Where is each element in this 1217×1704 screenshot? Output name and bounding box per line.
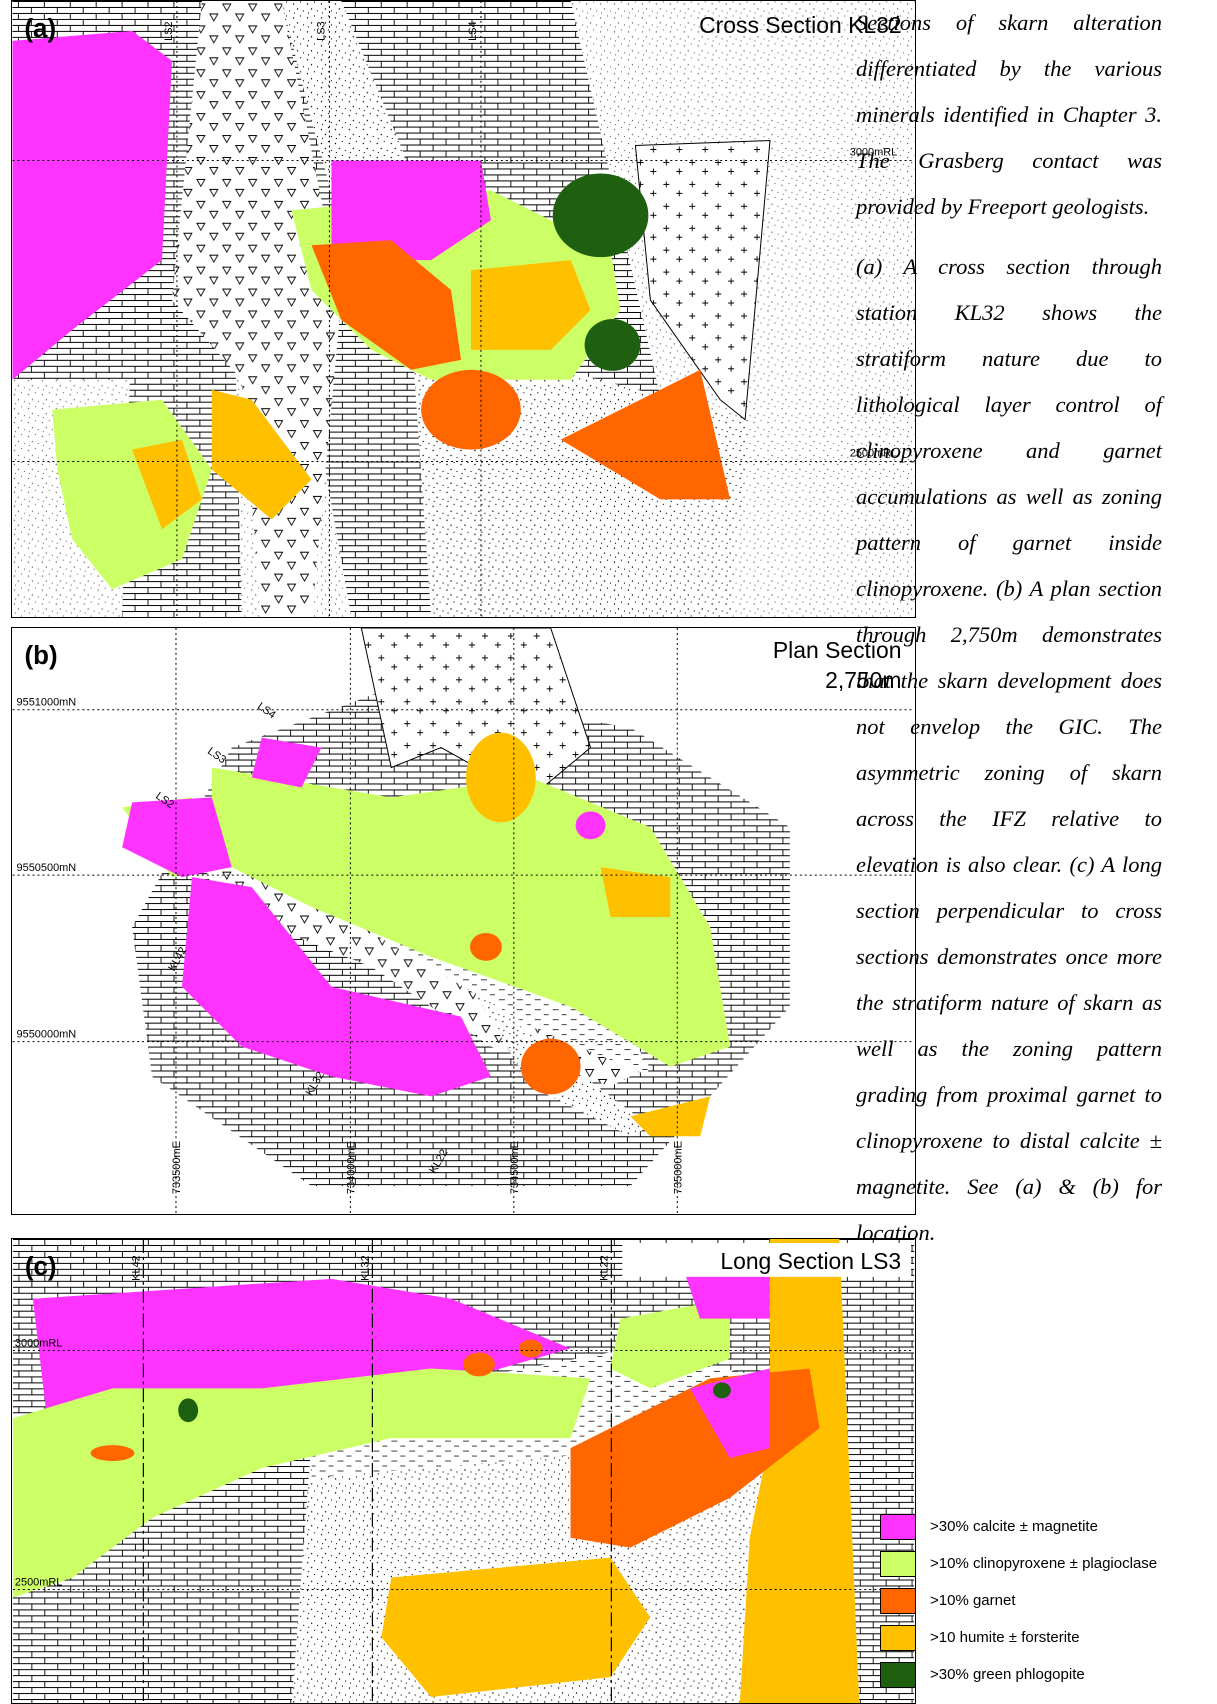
easting-label: 734000mE	[345, 1141, 357, 1194]
skarn-humite	[381, 1558, 650, 1697]
skarn-phlogopite	[713, 1382, 731, 1398]
panel-a: (a) Cross Section KL32 LS2 LS3 LS4 3000m…	[11, 0, 916, 618]
northing-label: 9550500mN	[17, 862, 77, 874]
skarn-phlogopite	[178, 1398, 198, 1422]
section-label: LS3	[315, 21, 327, 41]
skarn-garnet	[91, 1445, 135, 1461]
section-label: KL32	[359, 1255, 371, 1281]
section-label: LS2	[163, 21, 175, 41]
legend-entry: >10 humite ± forsterite	[880, 1619, 1217, 1656]
legend-label: >30% calcite ± magnetite	[930, 1518, 1098, 1535]
legend: >30% calcite ± magnetite >10% clinopyroxe…	[880, 1508, 1217, 1693]
legend-swatch	[880, 1551, 916, 1577]
easting-label: 734500mE	[509, 1141, 521, 1194]
section-label: KL42	[130, 1255, 142, 1281]
skarn-phlogopite	[585, 319, 641, 371]
caption: Sections of skarn alteration differentia…	[856, 0, 1162, 1270]
skarn-garnet	[521, 1039, 581, 1095]
panel-label: (a)	[24, 15, 56, 43]
panel-b: (b) Plan Section 2,750m 9551000mN 955050…	[11, 627, 916, 1215]
northing-label: 9551000mN	[17, 697, 77, 709]
caption-paragraph: (a) A cross section through station KL32…	[856, 244, 1162, 1256]
elevation-label: 3000mRL	[15, 1338, 62, 1350]
elevation-label: 2500mRL	[15, 1577, 62, 1589]
skarn-garnet	[519, 1340, 543, 1358]
legend-label: >10% garnet	[930, 1592, 1015, 1609]
legend-label: >30% green phlogopite	[930, 1666, 1085, 1683]
legend-swatch	[880, 1514, 916, 1540]
legend-swatch	[880, 1625, 916, 1651]
legend-swatch	[880, 1588, 916, 1614]
legend-entry: >10% clinopyroxene ± plagioclase	[880, 1545, 1217, 1582]
legend-entry: >30% green phlogopite	[880, 1656, 1217, 1693]
legend-entry: >30% calcite ± magnetite	[880, 1508, 1217, 1545]
panel-label: (c)	[25, 1253, 57, 1281]
page: (a) Cross Section KL32 LS2 LS3 LS4 3000m…	[0, 0, 1217, 1704]
skarn-phlogopite	[553, 173, 649, 257]
legend-label: >10% clinopyroxene ± plagioclase	[930, 1555, 1157, 1572]
legend-entry: >10% garnet	[880, 1582, 1217, 1619]
section-label: KL22	[598, 1255, 610, 1281]
skarn-calcite	[576, 811, 606, 839]
skarn-garnet	[470, 933, 502, 961]
legend-label: >10 humite ± forsterite	[930, 1629, 1080, 1646]
skarn-garnet	[421, 370, 521, 450]
caption-paragraph: Sections of skarn alteration differentia…	[856, 0, 1162, 230]
panel-c: (c) Long Section LS3 KL42 KL32 KL22 3000…	[11, 1238, 916, 1704]
section-label: LS4	[255, 700, 278, 721]
legend-swatch	[880, 1662, 916, 1688]
skarn-humite	[466, 733, 536, 823]
easting-label: 733500mE	[171, 1141, 183, 1194]
section-label: LS4	[467, 21, 479, 41]
northing-label: 9550000mN	[17, 1029, 77, 1041]
skarn-garnet	[463, 1353, 495, 1377]
easting-label: 735000mE	[672, 1141, 684, 1194]
panel-label: (b)	[24, 642, 57, 670]
